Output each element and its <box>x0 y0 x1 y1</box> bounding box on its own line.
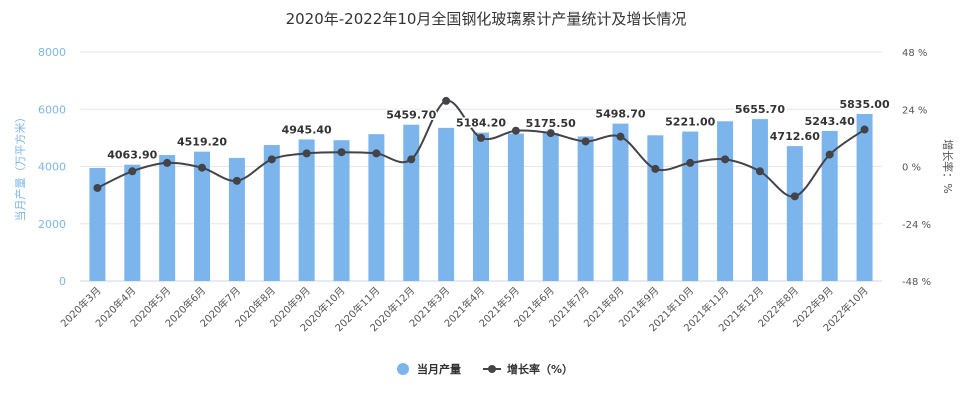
bar <box>298 139 315 281</box>
y-right-tick-label: 24 % <box>902 105 927 116</box>
growth-rate-point <box>651 164 660 173</box>
bar <box>786 146 803 281</box>
growth-rate-point <box>407 155 416 164</box>
growth-rate-point <box>372 149 381 158</box>
legend-line-label: 增长率（%） <box>507 362 573 376</box>
growth-rate-point <box>511 126 520 135</box>
growth-rate-point <box>477 133 485 142</box>
growth-rate-point <box>686 158 695 167</box>
bar <box>682 131 699 281</box>
growth-rate-point <box>790 192 799 201</box>
growth-rate-point <box>128 167 137 176</box>
growth-rate-point <box>302 149 311 158</box>
bar <box>263 145 280 281</box>
growth-rate-point <box>337 148 346 157</box>
bar <box>821 130 838 281</box>
legend-bar-swatch <box>397 363 409 375</box>
bar <box>507 133 524 281</box>
y-right-axis-title: 增长率：% <box>941 139 955 193</box>
bar-data-label: 5243.40 <box>805 115 855 128</box>
bar <box>542 132 559 281</box>
y-left-tick-label: 8000 <box>38 46 66 59</box>
bar <box>333 140 350 281</box>
y-right-tick-label: 48 % <box>902 48 927 59</box>
bar-data-label: 4519.20 <box>177 136 227 149</box>
bar-data-label: 4063.90 <box>107 149 157 162</box>
bar <box>89 167 106 281</box>
bar <box>856 113 873 282</box>
bar-data-label: 5655.70 <box>735 103 785 116</box>
bar-data-label: 5459.70 <box>386 109 436 122</box>
bar-data-label: 5221.00 <box>665 116 715 129</box>
data-labels: 4063.90 4519.20 4945.40 5459.70 5184.20 5175.… <box>106 96 892 163</box>
growth-rate-point <box>93 183 102 192</box>
growth-rate-point <box>825 150 834 159</box>
growth-rate-point <box>860 125 869 134</box>
growth-rate-point <box>267 155 276 164</box>
y-left-tick-label: 0 <box>59 275 66 288</box>
y-right-tick-label: 0 % <box>902 163 921 174</box>
bar <box>194 151 211 281</box>
y-right-tick-label: -48 % <box>902 277 931 288</box>
growth-rate-point <box>546 129 555 138</box>
y-left-tick-label: 2000 <box>38 218 66 231</box>
y-left-axis-title: 当月产量（万平方米） <box>13 112 27 222</box>
growth-rate-point <box>616 132 625 141</box>
growth-rate-point <box>721 155 730 164</box>
bar <box>577 136 594 281</box>
growth-rate-point <box>163 158 172 167</box>
y-left-tick-label: 4000 <box>38 161 66 174</box>
bar <box>438 127 455 281</box>
bar <box>717 121 734 282</box>
bar <box>124 164 141 281</box>
growth-rate-point <box>755 167 764 176</box>
bar <box>403 124 420 281</box>
bar <box>159 155 176 281</box>
bar-data-label: 5175.50 <box>526 117 576 130</box>
bar-data-label: 4712.60 <box>770 130 820 143</box>
bar-data-label: 5184.20 <box>456 117 506 130</box>
growth-rate-point <box>198 163 207 172</box>
bar-data-label: 4945.40 <box>282 123 332 136</box>
bar <box>751 119 768 281</box>
legend-bar-label: 当月产量 <box>417 362 461 376</box>
line-series <box>93 96 869 201</box>
bar <box>647 135 664 281</box>
bar <box>368 134 385 281</box>
growth-rate-point <box>581 137 590 146</box>
legend: 当月产量 增长率（%） <box>397 362 573 376</box>
y-right-tick-label: -24 % <box>902 220 931 231</box>
bar-data-label: 5498.70 <box>595 108 645 121</box>
growth-rate-point <box>442 96 451 105</box>
chart-title: 2020年-2022年10月全国钢化玻璃累计产量统计及增长情况 <box>286 10 687 28</box>
bar <box>228 157 245 281</box>
legend-line-marker <box>488 365 496 373</box>
bar-data-label: 5835.00 <box>840 98 890 111</box>
bar <box>473 132 489 281</box>
bar-series <box>89 113 873 282</box>
growth-rate-point <box>232 176 241 185</box>
bar <box>612 123 629 281</box>
y-left-tick-label: 6000 <box>38 103 66 116</box>
